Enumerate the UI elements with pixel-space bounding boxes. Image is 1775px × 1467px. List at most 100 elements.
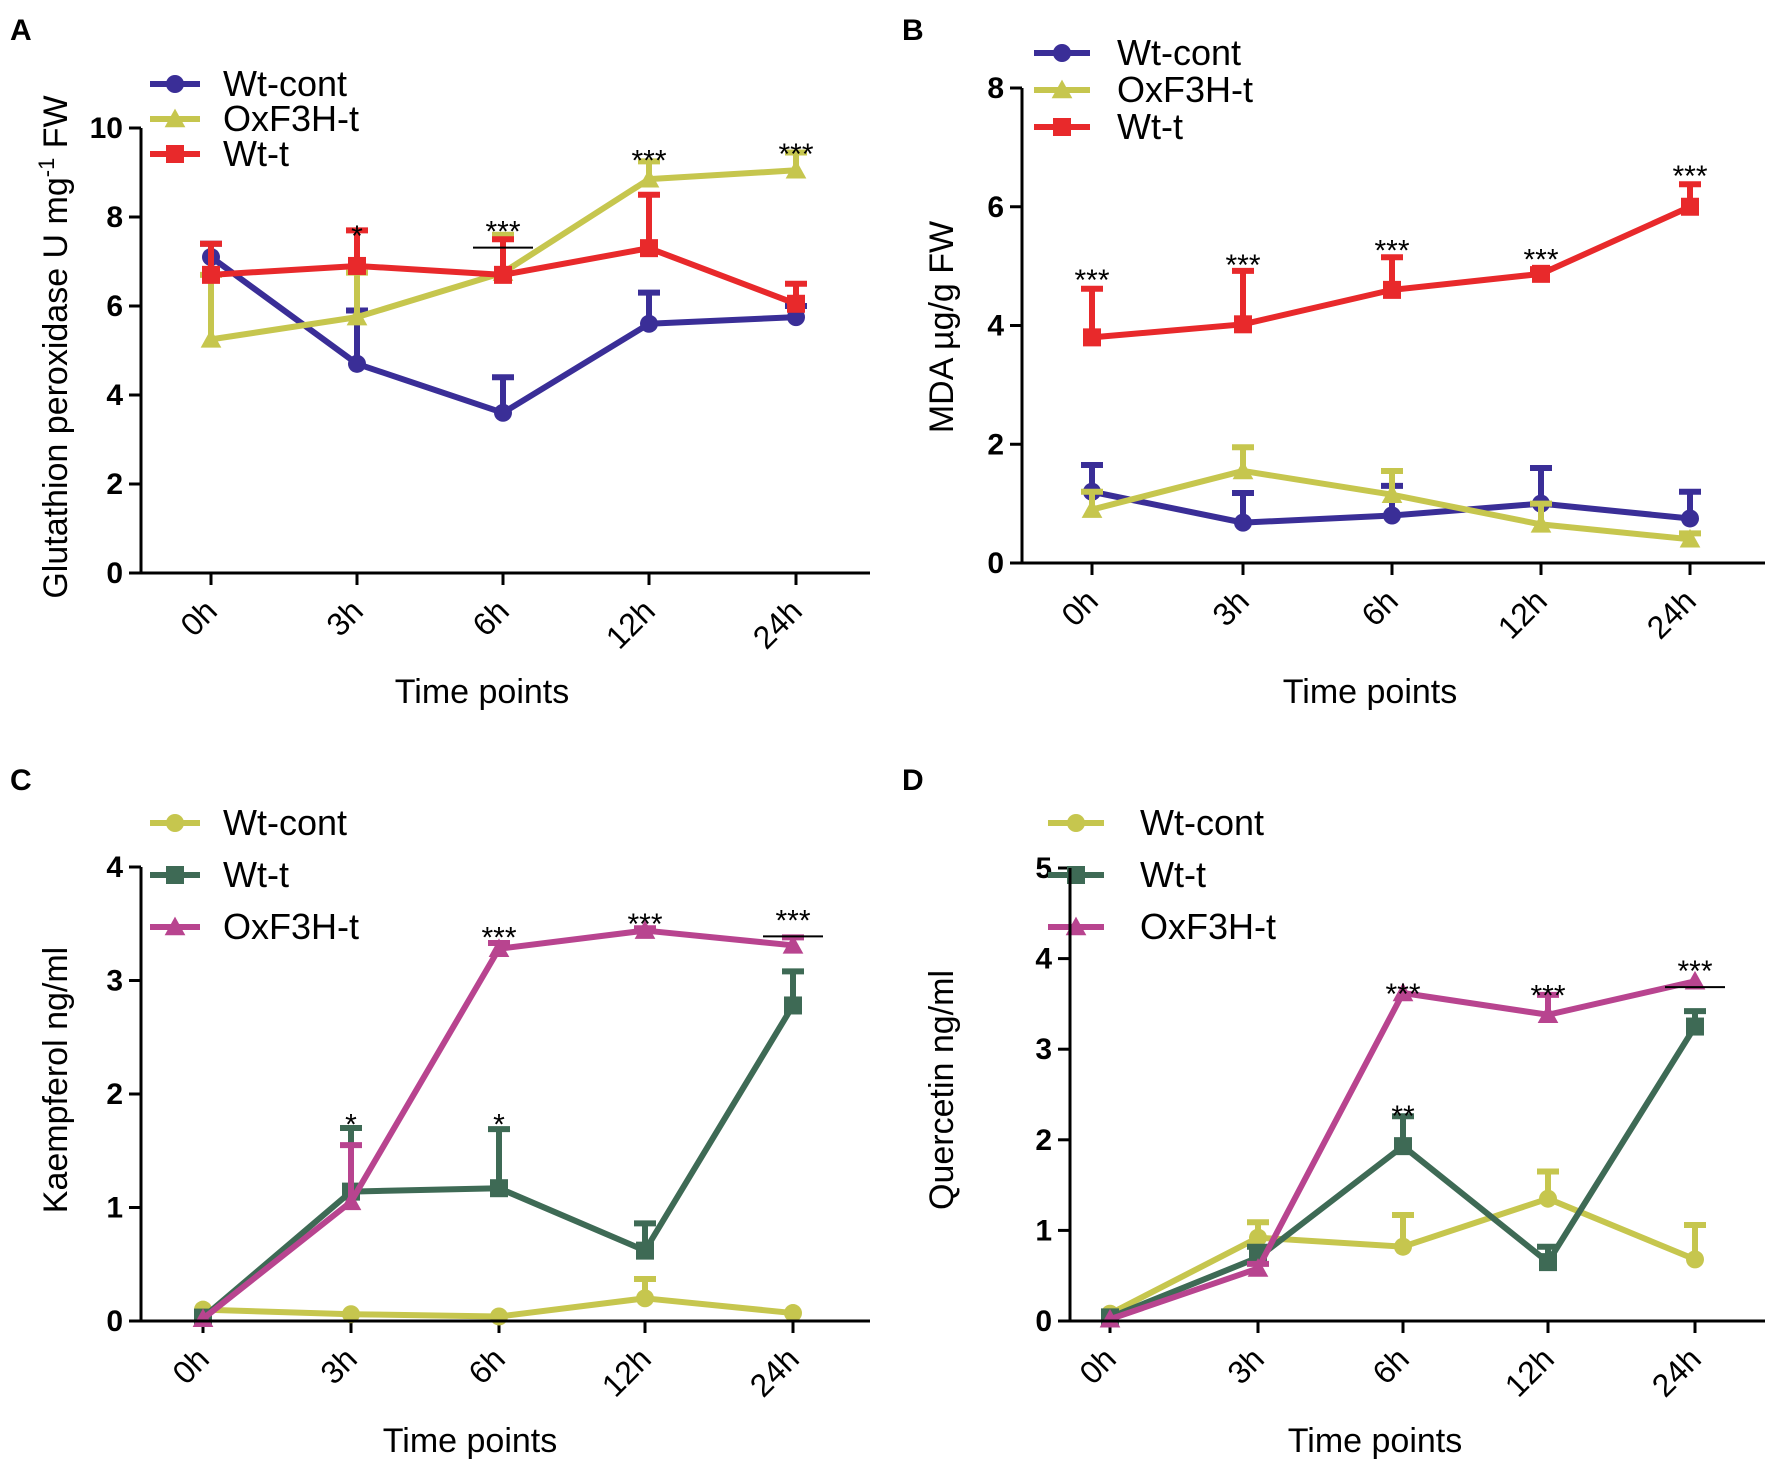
data-point bbox=[1249, 1228, 1267, 1247]
data-point bbox=[1234, 315, 1252, 334]
x-tick-label: 3h bbox=[1220, 1340, 1271, 1391]
legend-label: Wt-t bbox=[1140, 854, 1206, 895]
x-tick-label: 6h bbox=[465, 592, 516, 643]
x-tick-label: 0h bbox=[1054, 582, 1105, 633]
data-point bbox=[342, 1305, 360, 1324]
y-tick-label: 4 bbox=[106, 851, 123, 884]
panel-c-plot-area bbox=[192, 920, 804, 1328]
data-point bbox=[636, 1241, 654, 1260]
x-tick-label: 24h bbox=[743, 1340, 806, 1403]
legend-label: Wt-t bbox=[223, 854, 289, 895]
data-point bbox=[640, 314, 658, 333]
y-tick-label: 0 bbox=[987, 547, 1004, 580]
panel-a-significance: * ****** *** bbox=[351, 138, 814, 253]
data-point bbox=[1684, 970, 1706, 990]
y-tick-label: 1 bbox=[106, 1192, 123, 1225]
data-point bbox=[1383, 280, 1401, 299]
y-tick-label: 4 bbox=[987, 310, 1004, 343]
panel-a-x-axis-title: Time points bbox=[395, 673, 569, 711]
panel-d-x-axis-title: Time points bbox=[1288, 1422, 1462, 1460]
y-tick-label: 6 bbox=[106, 290, 123, 323]
legend-label: Wt-t bbox=[1117, 106, 1183, 147]
panel-b-significance: *** *** *** *** *** bbox=[1074, 160, 1707, 297]
data-point bbox=[1081, 499, 1103, 518]
legend-item: OxF3H-t bbox=[1048, 906, 1276, 947]
x-tick-label: 3h bbox=[1205, 582, 1256, 633]
series-line bbox=[1108, 1024, 1698, 1321]
legend-label: Wt-cont bbox=[223, 63, 347, 104]
y-tick-label: 4 bbox=[106, 379, 123, 412]
data-point bbox=[784, 1304, 802, 1323]
y-tick-label: 1 bbox=[1035, 1214, 1052, 1247]
data-point bbox=[1099, 1308, 1121, 1328]
data-point bbox=[348, 256, 366, 275]
data-point bbox=[1532, 264, 1550, 283]
series-wt-t bbox=[1101, 1008, 1706, 1327]
x-tick-label: 3h bbox=[313, 1340, 364, 1391]
legend-label: OxF3H-t bbox=[1140, 906, 1276, 947]
series-wt-cont bbox=[1101, 1168, 1706, 1323]
legend-item: Wt-t bbox=[1048, 854, 1206, 895]
legend-item: Wt-cont bbox=[1048, 802, 1264, 843]
panel-c-y-axis-title: Kaempferol ng/ml bbox=[37, 947, 75, 1213]
series-wt-cont bbox=[194, 1276, 802, 1326]
legend-item: Wt-cont bbox=[150, 63, 347, 104]
panel-a-axes bbox=[139, 128, 870, 575]
data-point bbox=[200, 329, 222, 348]
data-point bbox=[1392, 982, 1414, 1002]
data-point bbox=[1234, 513, 1252, 532]
data-point bbox=[1530, 514, 1552, 533]
significance-label: *** bbox=[778, 138, 813, 171]
data-point bbox=[1394, 1237, 1412, 1256]
y-tick-label: 2 bbox=[1035, 1124, 1052, 1157]
significance-label: *** bbox=[485, 216, 520, 249]
panel-a-y-axis-title-main: Glutathion peroxidase U mg bbox=[37, 177, 75, 598]
x-tick-label: 12h bbox=[599, 592, 662, 655]
panel-c-axes bbox=[139, 867, 870, 1323]
x-tick-label: 12h bbox=[595, 1340, 658, 1403]
data-point bbox=[634, 920, 656, 939]
y-tick-label: 0 bbox=[106, 1305, 123, 1338]
legend-label: Wt-cont bbox=[1140, 802, 1264, 843]
data-point bbox=[1539, 1253, 1557, 1272]
panel-a-y-axis-title-suffix: FW bbox=[37, 95, 75, 157]
panel-a-letter: A bbox=[10, 14, 32, 47]
y-tick-label: 8 bbox=[106, 201, 123, 234]
data-point bbox=[784, 996, 802, 1015]
x-tick-label: 0h bbox=[165, 1340, 216, 1391]
panel-c-x-axis-title: Time points bbox=[383, 1422, 557, 1460]
legend-swatch-marker bbox=[166, 145, 184, 163]
x-tick-label: 24h bbox=[746, 592, 809, 655]
data-point bbox=[488, 938, 510, 957]
significance-label: *** bbox=[631, 144, 666, 177]
significance-label: *** bbox=[1677, 955, 1712, 988]
x-tick-label: 6h bbox=[1354, 582, 1405, 633]
series-wt-t bbox=[200, 191, 807, 313]
series-oxf3h-t bbox=[1099, 970, 1706, 1328]
significance-label: * bbox=[351, 220, 363, 253]
significance-label: *** bbox=[775, 904, 810, 937]
legend-label: OxF3H-t bbox=[223, 906, 359, 947]
y-tick-label: 8 bbox=[987, 72, 1004, 105]
data-point bbox=[202, 265, 220, 284]
data-point bbox=[636, 1289, 654, 1308]
panel-b-y-ticks: 0 2 4 6 8 bbox=[987, 72, 1022, 580]
data-point bbox=[1679, 528, 1701, 548]
x-tick-label: 6h bbox=[461, 1340, 512, 1391]
data-point bbox=[494, 265, 512, 284]
panel-c-significance: * **** *** *** bbox=[345, 904, 823, 1142]
legend-swatch-marker bbox=[164, 108, 186, 128]
data-point bbox=[638, 168, 660, 188]
panel-b-x-axis-title: Time points bbox=[1283, 673, 1457, 711]
x-tick-label: 0h bbox=[173, 592, 224, 643]
legend-item: Wt-cont bbox=[1034, 32, 1241, 73]
legend-item: OxF3H-t bbox=[150, 98, 359, 139]
data-point bbox=[490, 1307, 508, 1326]
legend-swatch-marker bbox=[1067, 814, 1085, 832]
series-oxf3h-t bbox=[1081, 444, 1701, 548]
panel-d-x-ticks: 0h 3h 6h 12h 24h bbox=[1072, 1321, 1708, 1404]
panel-b-plot-area bbox=[1081, 181, 1701, 548]
data-point bbox=[1394, 1137, 1412, 1156]
